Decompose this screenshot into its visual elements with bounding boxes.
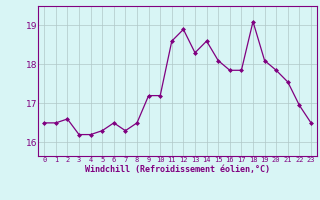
X-axis label: Windchill (Refroidissement éolien,°C): Windchill (Refroidissement éolien,°C) [85, 165, 270, 174]
